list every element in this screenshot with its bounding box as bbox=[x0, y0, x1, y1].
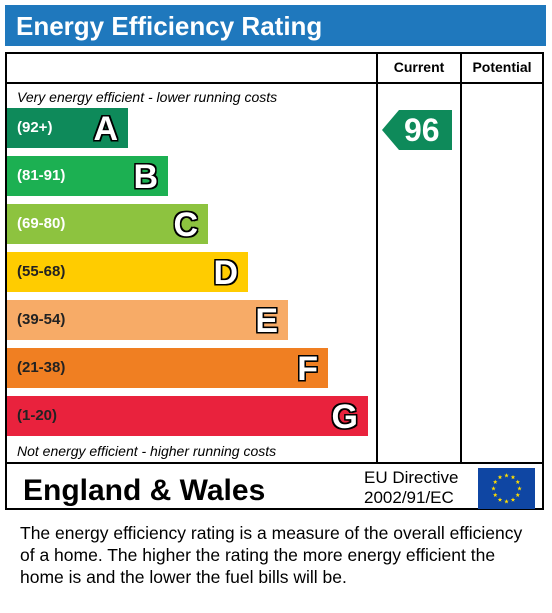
band-letter: G bbox=[331, 398, 358, 436]
flag-star bbox=[497, 474, 503, 480]
flag-star bbox=[510, 497, 516, 502]
directive-line2: 2002/91/EC bbox=[364, 488, 454, 507]
directive-line1: EU Directive bbox=[364, 468, 459, 487]
band-range: (1-20) bbox=[17, 407, 58, 424]
page-title: Energy Efficiency Rating bbox=[16, 11, 323, 41]
flag-star bbox=[515, 492, 521, 497]
band-e: (39-54) E bbox=[7, 300, 288, 340]
footer-rule bbox=[7, 462, 542, 464]
rating-chart: Current Potential Very energy efficient … bbox=[5, 52, 544, 510]
eu-flag-icon bbox=[478, 468, 535, 509]
flag-star bbox=[492, 492, 498, 497]
flag-star bbox=[504, 499, 509, 504]
column-current: Current bbox=[393, 59, 445, 75]
band-range: (81-91) bbox=[17, 167, 66, 184]
current-rating-arrow bbox=[382, 110, 452, 150]
region-label: England & Wales bbox=[23, 474, 266, 507]
band-b: (81-91) B bbox=[7, 156, 168, 196]
band-d: (55-68) D bbox=[7, 252, 248, 292]
band-a: (92+) A bbox=[7, 108, 128, 148]
band-range: (55-68) bbox=[17, 263, 66, 280]
band-range: (92+) bbox=[17, 119, 53, 136]
band-range: (21-38) bbox=[17, 359, 66, 376]
band-range: (39-54) bbox=[17, 311, 66, 328]
band-letter: A bbox=[93, 110, 118, 148]
flag-star bbox=[504, 473, 509, 478]
column-potential: Potential bbox=[472, 59, 532, 75]
band-c: (69-80) C bbox=[7, 204, 208, 244]
band-letter: D bbox=[213, 254, 238, 292]
band-g: (1-20) G bbox=[7, 396, 368, 436]
band-range: (69-80) bbox=[17, 215, 66, 232]
divider-current bbox=[376, 54, 378, 463]
title-bar: Energy Efficiency Rating bbox=[5, 5, 546, 46]
flag-star bbox=[510, 474, 516, 480]
flag-star bbox=[497, 497, 503, 502]
flag-star bbox=[492, 479, 498, 484]
band-letter: E bbox=[255, 302, 278, 340]
divider-potential bbox=[460, 54, 462, 463]
flag-star bbox=[491, 486, 496, 491]
band-letter: F bbox=[297, 350, 318, 388]
band-letter: C bbox=[173, 206, 198, 244]
caption-top: Very energy efficient - lower running co… bbox=[17, 89, 278, 105]
footer-text: The energy efficiency rating is a measur… bbox=[20, 523, 523, 587]
header-rule bbox=[7, 82, 542, 84]
band-f: (21-38) F bbox=[7, 348, 328, 388]
band-letter: B bbox=[133, 158, 158, 196]
caption-bottom: Not energy efficient - higher running co… bbox=[17, 443, 277, 459]
flag-star bbox=[517, 486, 522, 491]
flag-star bbox=[515, 479, 521, 484]
